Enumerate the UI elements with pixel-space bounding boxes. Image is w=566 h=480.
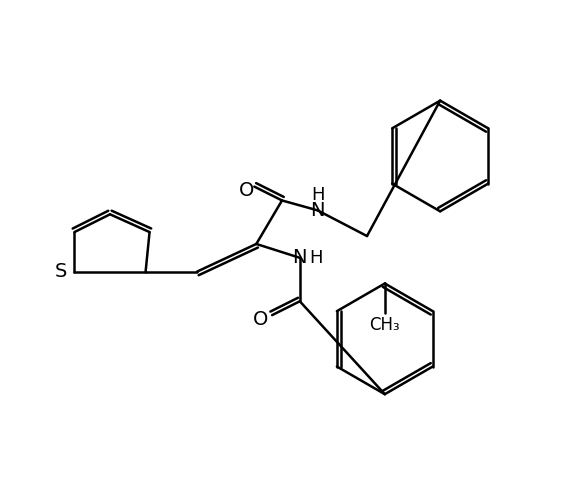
Text: N: N xyxy=(310,201,325,220)
Text: H: H xyxy=(309,249,323,267)
Text: N: N xyxy=(293,248,307,267)
Text: S: S xyxy=(54,262,67,281)
Text: O: O xyxy=(239,181,254,200)
Text: O: O xyxy=(252,310,268,329)
Text: CH₃: CH₃ xyxy=(370,316,400,334)
Text: H: H xyxy=(311,186,324,204)
